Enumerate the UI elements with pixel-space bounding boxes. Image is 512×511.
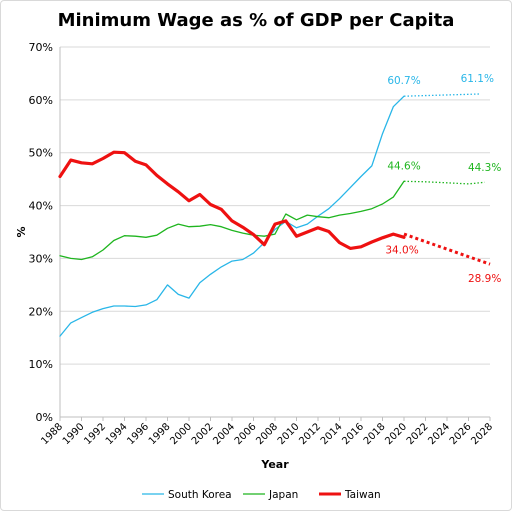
data-label-japan: 44.6% [387,160,420,172]
legend-label-south-korea: South Korea [168,489,232,501]
x-tick-label: 1994 [104,421,130,447]
x-tick-label: 1998 [147,421,173,447]
legend-label-taiwan: Taiwan [344,489,381,501]
y-tick-label: 40% [29,200,53,213]
chart-title: Minimum Wage as % of GDP per Capita [57,10,455,31]
x-tick-label: 2006 [233,421,259,447]
x-tick-label: 2004 [211,421,237,447]
x-tick-label: 1992 [82,421,108,447]
series-line-taiwan [58,150,406,250]
series-line-japan [59,180,405,261]
y-tick-label: 50% [29,147,53,160]
y-tick-label: 0% [36,411,53,424]
projection-line-japan [403,180,485,185]
data-label-taiwan: 28.9% [468,273,501,285]
x-tick-label: 2008 [254,421,280,447]
y-tick-label: 60% [29,94,53,107]
legend-label-japan: Japan [268,489,298,501]
x-tick-label: 2014 [319,421,345,447]
x-tick-label: 1990 [61,421,87,447]
x-tick-label: 2022 [405,421,431,447]
axes: 0%10%20%30%40%50%60%70%19881990199219941… [15,41,495,471]
y-tick-label: 70% [29,41,53,54]
x-tick-label: 2024 [426,421,452,447]
data-label-japan: 44.3% [468,162,501,174]
x-tick-label: 2020 [383,421,409,447]
x-tick-label: 2002 [190,421,216,447]
data-label-south-korea: 61.1% [461,73,494,85]
x-tick-label: 2016 [340,421,366,447]
y-tick-label: 20% [29,305,53,318]
x-tick-label: 1988 [39,421,65,447]
y-axis-title: % [15,226,28,237]
gridlines [60,46,490,418]
data-label-taiwan: 34.0% [385,244,418,256]
y-tick-label: 30% [29,252,53,265]
x-tick-label: 1996 [125,421,151,447]
data-labels: 60.7% 61.1% 44.6% 44.3% 34.0% 28.9% [385,73,501,285]
x-tick-label: 2026 [448,421,474,447]
legend: South Korea Japan Taiwan [142,489,381,501]
x-tick-label: 2010 [276,421,302,447]
projection-line-south-korea [403,93,480,97]
series-lines [58,93,491,337]
x-tick-label: 2028 [469,421,495,447]
x-tick-label: 2012 [297,421,323,447]
series-line-south-korea [59,95,405,337]
x-tick-label: 2000 [168,421,194,447]
data-label-south-korea: 60.7% [387,75,420,87]
y-tick-label: 10% [29,358,53,371]
x-axis-title: Year [260,458,289,471]
x-tick-label: 2018 [362,421,388,447]
